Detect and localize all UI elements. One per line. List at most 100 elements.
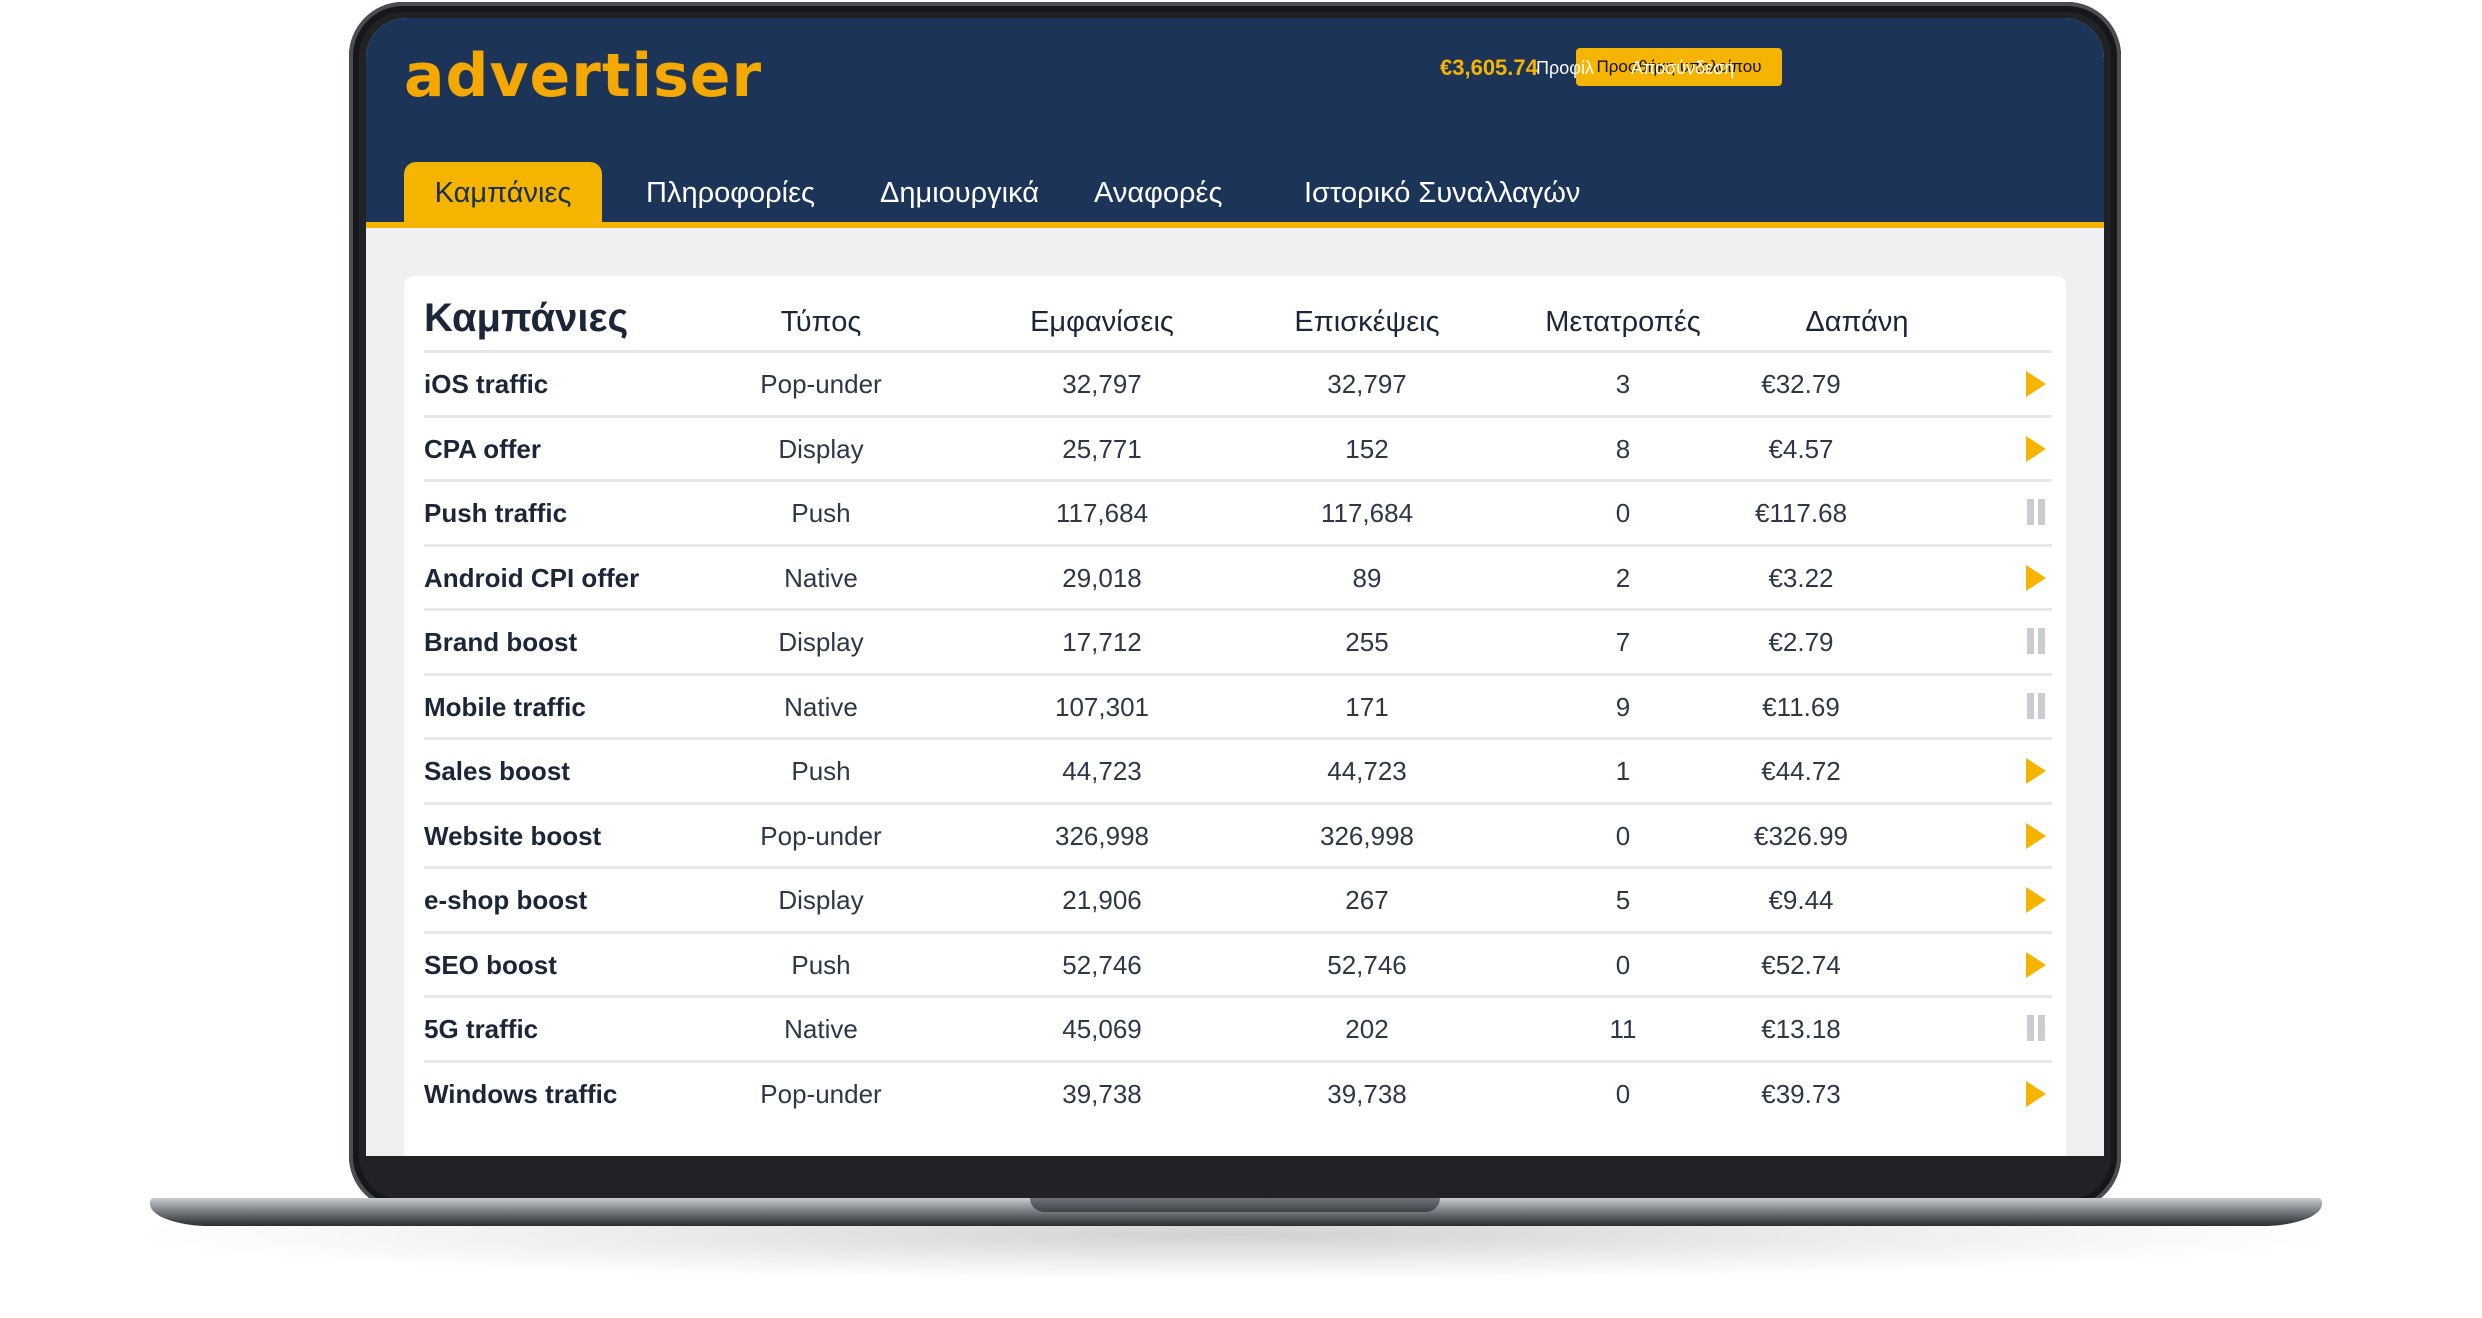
add-balance-button[interactable]: Προσθήκη υπολοίπου xyxy=(1576,48,1782,86)
cell-spend: €11.69 xyxy=(1762,691,1840,722)
cell-campaign-name[interactable]: SEO boost xyxy=(424,949,557,980)
cell-type: Push xyxy=(791,498,851,528)
cell-visits: 39,738 xyxy=(1327,1078,1407,1109)
cell-spend: €2.79 xyxy=(1768,627,1834,657)
table-row[interactable]: 5G traffic Native 45,069 202 11 €13.18 xyxy=(424,995,2052,1062)
cell-campaign-name[interactable]: iOS traffic xyxy=(424,369,549,399)
column-header-spend: Δαπάνη xyxy=(1805,306,1909,338)
cell-conversions: 0 xyxy=(1615,820,1631,851)
cell-conversions: 7 xyxy=(1615,627,1631,657)
cell-conversions: 3 xyxy=(1615,369,1631,399)
cell-spend: €9.44 xyxy=(1768,885,1834,915)
cell-impressions: 21,906 xyxy=(1062,885,1142,915)
cell-campaign-name[interactable]: e-shop boost xyxy=(424,885,588,915)
play-icon[interactable] xyxy=(2022,435,2050,463)
table-row[interactable]: e-shop boost Display 21,906 267 5 €9.44 xyxy=(424,866,2052,933)
play-icon[interactable] xyxy=(2022,886,2050,914)
pause-icon[interactable] xyxy=(2022,628,2050,656)
table-row[interactable]: Android CPI offer Native 29,018 89 2 €3.22 xyxy=(424,543,2052,611)
cell-impressions: 25,771 xyxy=(1062,433,1142,464)
cell-conversions: 1 xyxy=(1615,756,1631,786)
cell-campaign-name[interactable]: Mobile traffic xyxy=(424,691,586,722)
cell-campaign-name[interactable]: Brand boost xyxy=(424,627,578,657)
cell-impressions: 29,018 xyxy=(1062,562,1142,593)
campaigns-table-card xyxy=(404,276,2066,1156)
cell-conversions: 0 xyxy=(1615,949,1631,980)
play-icon[interactable] xyxy=(2022,822,2050,850)
cell-type: Display xyxy=(778,885,864,915)
column-header-impressions: Εμφανίσεις xyxy=(1030,306,1174,338)
table-row[interactable]: Website boost Pop-under 326,998 326,998 0 €32… xyxy=(424,801,2052,869)
cell-visits: 117,684 xyxy=(1320,498,1414,528)
table-row[interactable]: Sales boost Push 44,723 44,723 1 €44.72 xyxy=(424,737,2052,804)
cell-conversions: 8 xyxy=(1615,433,1631,464)
cell-conversions: 2 xyxy=(1615,562,1631,593)
cell-campaign-name[interactable]: Windows traffic xyxy=(424,1078,618,1109)
cell-type: Display xyxy=(778,433,864,464)
cell-impressions: 117,684 xyxy=(1055,498,1149,528)
cell-type: Push xyxy=(791,756,851,786)
cell-campaign-name[interactable]: Website boost xyxy=(424,820,602,851)
logout-link[interactable]: Αποσύνδεση xyxy=(1631,58,1735,78)
cell-spend: €44.72 xyxy=(1761,756,1841,786)
table-row[interactable]: Mobile traffic Native 107,301 171 9 €11.69 xyxy=(424,672,2052,740)
account-balance: €3,605.74 xyxy=(1440,55,1538,80)
tab-creatives[interactable]: Δημιουργικά xyxy=(880,177,1039,209)
pause-icon[interactable] xyxy=(2022,499,2050,527)
cell-spend: €32.79 xyxy=(1761,369,1841,399)
cell-type: Push xyxy=(791,949,851,980)
table-row[interactable]: Windows traffic Pop-under 39,738 39,738 0 €39… xyxy=(424,1059,2052,1127)
cell-visits: 52,746 xyxy=(1327,949,1407,980)
profile-link[interactable]: Προφίλ xyxy=(1536,58,1594,78)
play-icon[interactable] xyxy=(2022,564,2050,592)
cell-visits: 202 xyxy=(1345,1014,1389,1044)
laptop-hinge-notch xyxy=(1030,1198,1440,1212)
pause-icon[interactable] xyxy=(2022,1015,2050,1043)
pause-icon[interactable] xyxy=(2022,692,2050,721)
cell-spend: €13.18 xyxy=(1761,1014,1841,1044)
table-row[interactable]: CPA offer Display 25,771 152 8 €4.57 xyxy=(424,414,2052,482)
column-header-visits: Επισκέψεις xyxy=(1294,306,1440,338)
cell-conversions: 9 xyxy=(1615,691,1631,722)
cell-visits: 255 xyxy=(1345,627,1389,657)
cell-campaign-name[interactable]: Android CPI offer xyxy=(424,562,640,593)
tab-information[interactable]: Πληροφορίες xyxy=(646,177,815,209)
table-row[interactable]: Brand boost Display 17,712 255 7 €2.79 xyxy=(424,608,2052,675)
table-row[interactable]: Push traffic Push 117,684 117,684 0 €117.68 xyxy=(424,479,2052,546)
cell-conversions: 11 xyxy=(1609,1014,1637,1044)
cell-spend: €4.57 xyxy=(1768,433,1834,464)
cell-impressions: 52,746 xyxy=(1062,949,1142,980)
cell-conversions: 0 xyxy=(1615,1078,1631,1109)
cell-impressions: 32,797 xyxy=(1062,369,1142,399)
tab-reports[interactable]: Αναφορές xyxy=(1094,177,1223,209)
tab-transaction-history[interactable]: Ιστορικό Συναλλαγών xyxy=(1304,177,1581,209)
tab-campaigns[interactable]: Καμπάνιες xyxy=(404,162,602,224)
column-header-conversions: Μετατροπές xyxy=(1545,306,1701,338)
table-row[interactable]: SEO boost Push 52,746 52,746 0 €52.74 xyxy=(424,930,2052,998)
column-header-type: Τύπος xyxy=(780,306,862,338)
cell-visits: 326,998 xyxy=(1320,820,1414,851)
cell-type: Pop-under xyxy=(760,1078,882,1109)
cell-conversions: 0 xyxy=(1615,498,1631,528)
cell-campaign-name[interactable]: CPA offer xyxy=(424,433,541,464)
play-icon[interactable] xyxy=(2022,951,2050,979)
play-icon[interactable] xyxy=(2022,370,2050,398)
cell-type: Native xyxy=(784,562,858,593)
play-icon[interactable] xyxy=(2022,1080,2050,1108)
cell-campaign-name[interactable]: 5G traffic xyxy=(424,1014,539,1044)
cell-spend: €52.74 xyxy=(1761,949,1841,980)
table-row[interactable]: iOS traffic Pop-under 32,797 32,797 3 €32.79 xyxy=(424,350,2052,417)
play-icon[interactable] xyxy=(2022,757,2050,785)
cell-visits: 44,723 xyxy=(1327,756,1407,786)
cell-type: Native xyxy=(784,1014,858,1044)
cell-campaign-name[interactable]: Sales boost xyxy=(424,756,570,786)
cell-spend: €3.22 xyxy=(1768,562,1834,593)
cell-impressions: 45,069 xyxy=(1062,1014,1142,1044)
cell-type: Pop-under xyxy=(760,369,882,399)
cell-impressions: 326,998 xyxy=(1055,820,1149,851)
advertiser-logo[interactable]: advertiser xyxy=(404,41,763,111)
cell-type: Native xyxy=(784,691,858,722)
cell-campaign-name[interactable]: Push traffic xyxy=(424,498,568,528)
cell-visits: 171 xyxy=(1345,691,1389,722)
cell-spend: €39.73 xyxy=(1761,1078,1841,1109)
